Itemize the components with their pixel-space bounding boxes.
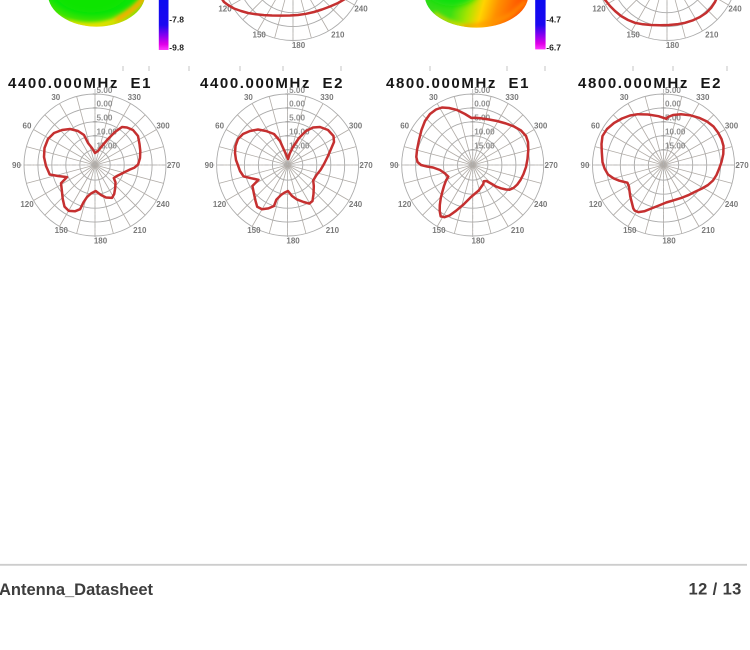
svg-text:300: 300 [725, 122, 739, 131]
svg-text:-7.8: -7.8 [169, 15, 184, 25]
svg-text:5.00: 5.00 [665, 114, 681, 123]
svg-text:4800.000MHz E2: 4800.000MHz E2 [578, 75, 722, 92]
svg-text:240: 240 [534, 200, 548, 209]
svg-text:10.00: 10.00 [665, 128, 686, 137]
svg-text:120: 120 [592, 5, 606, 14]
svg-text:60: 60 [215, 122, 224, 131]
svg-text:30: 30 [244, 93, 253, 102]
svg-text:210: 210 [705, 30, 719, 39]
svg-text:270: 270 [735, 161, 749, 170]
svg-text:10.00: 10.00 [474, 128, 495, 137]
svg-text:90: 90 [12, 161, 21, 170]
svg-text:150: 150 [55, 226, 69, 235]
svg-text:240: 240 [725, 200, 739, 209]
svg-text:90: 90 [390, 161, 399, 170]
svg-text:0.00: 0.00 [665, 100, 681, 109]
svg-text:270: 270 [545, 161, 559, 170]
svg-text:30: 30 [429, 93, 438, 102]
svg-text:240: 240 [728, 5, 742, 14]
svg-text:150: 150 [253, 30, 267, 39]
svg-text:210: 210 [511, 226, 525, 235]
svg-text:0.00: 0.00 [97, 100, 113, 109]
svg-text:10.00: 10.00 [97, 128, 118, 137]
svg-text:120: 120 [218, 5, 232, 14]
svg-text:180: 180 [292, 41, 306, 50]
svg-text:330: 330 [128, 93, 142, 102]
svg-text:150: 150 [432, 226, 446, 235]
svg-text:0.00: 0.00 [474, 100, 490, 109]
svg-text:90: 90 [205, 161, 214, 170]
svg-text:270: 270 [359, 161, 373, 170]
svg-text:210: 210 [702, 226, 716, 235]
svg-text:180: 180 [472, 236, 486, 245]
svg-text:15.00: 15.00 [665, 142, 686, 151]
svg-text:4400.000MHz E2: 4400.000MHz E2 [200, 75, 344, 92]
svg-text:4800.000MHz E1: 4800.000MHz E1 [386, 75, 530, 92]
svg-text:-6.7: -6.7 [546, 43, 561, 53]
svg-text:180: 180 [94, 236, 108, 245]
svg-text:150: 150 [623, 226, 637, 235]
svg-text:60: 60 [591, 122, 600, 131]
svg-text:120: 120 [213, 200, 227, 209]
svg-text:330: 330 [320, 93, 334, 102]
svg-text:5.00: 5.00 [474, 86, 490, 95]
svg-text:270: 270 [167, 161, 181, 170]
svg-text:15.00: 15.00 [289, 142, 310, 151]
svg-text:60: 60 [23, 122, 32, 131]
svg-text:120: 120 [20, 200, 34, 209]
svg-text:240: 240 [354, 5, 368, 14]
svg-text:150: 150 [247, 226, 261, 235]
svg-text:-9.8: -9.8 [169, 43, 184, 53]
svg-text:150: 150 [627, 30, 641, 39]
svg-text:300: 300 [534, 122, 548, 131]
svg-text:Antenna_Datasheet: Antenna_Datasheet [0, 581, 154, 599]
svg-text:90: 90 [581, 161, 590, 170]
svg-text:210: 210 [331, 30, 345, 39]
svg-text:240: 240 [349, 200, 363, 209]
svg-text:240: 240 [156, 200, 170, 209]
svg-text:0.00: 0.00 [289, 100, 305, 109]
svg-text:15.00: 15.00 [474, 142, 495, 151]
svg-text:210: 210 [326, 226, 340, 235]
svg-text:30: 30 [620, 93, 629, 102]
svg-text:15.00: 15.00 [97, 142, 118, 151]
svg-text:5.00: 5.00 [289, 114, 305, 123]
svg-text:5.00: 5.00 [97, 86, 113, 95]
svg-text:300: 300 [156, 122, 170, 131]
svg-text:180: 180 [662, 236, 676, 245]
svg-text:120: 120 [589, 200, 603, 209]
svg-text:-4.7: -4.7 [546, 15, 561, 25]
svg-text:180: 180 [666, 41, 680, 50]
svg-text:30: 30 [51, 93, 60, 102]
svg-text:330: 330 [505, 93, 519, 102]
svg-text:210: 210 [133, 226, 147, 235]
svg-text:300: 300 [349, 122, 363, 131]
svg-text:10.00: 10.00 [289, 128, 310, 137]
svg-text:4400.000MHz E1: 4400.000MHz E1 [8, 75, 152, 92]
svg-text:330: 330 [696, 93, 710, 102]
svg-text:5.00: 5.00 [97, 114, 113, 123]
svg-text:180: 180 [286, 236, 300, 245]
svg-text:5.00: 5.00 [665, 86, 681, 95]
svg-text:5.00: 5.00 [289, 86, 305, 95]
svg-text:120: 120 [398, 200, 412, 209]
svg-text:12 / 13: 12 / 13 [689, 581, 742, 599]
svg-text:60: 60 [400, 122, 409, 131]
